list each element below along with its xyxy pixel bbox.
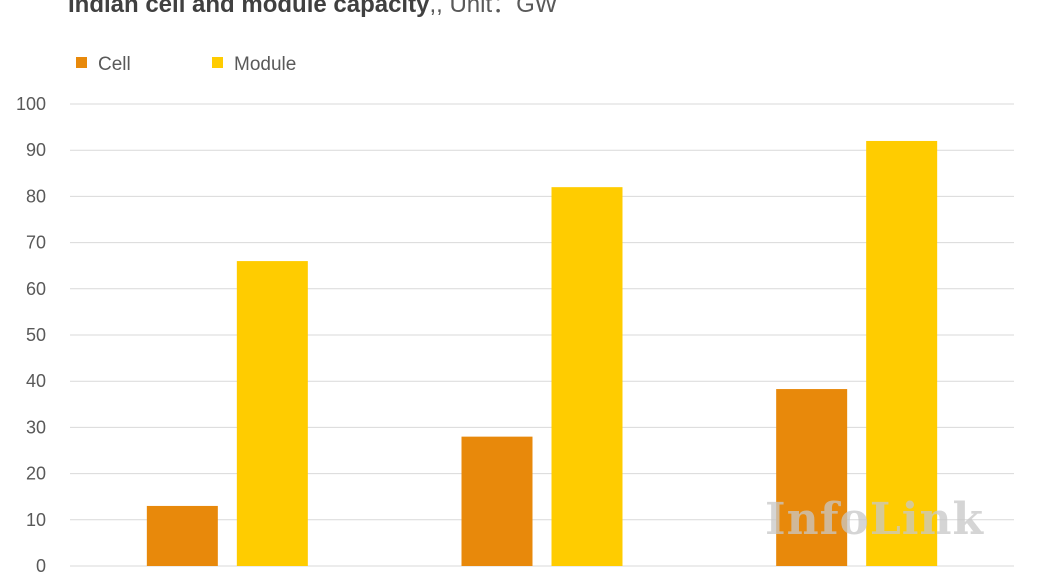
y-tick-label: 60 [26, 279, 46, 299]
bar-cell-2 [461, 436, 533, 566]
legend-label-cell: Cell [98, 54, 131, 75]
bar-module-3 [866, 140, 938, 566]
watermark-logo: InfoLink [765, 494, 984, 545]
chart-title-unit: ,, Unit：GW [429, 0, 558, 18]
bar-cell-1 [146, 505, 218, 566]
legend-swatch-cell [76, 57, 87, 68]
chart-title: Indian cell and module capacity,, Unit：G… [68, 0, 557, 20]
y-tick-label: 50 [26, 325, 46, 345]
y-tick-label: 90 [26, 140, 46, 160]
y-tick-label: 30 [26, 417, 46, 437]
legend-swatch-module [212, 57, 223, 68]
y-tick-label: 20 [26, 464, 46, 484]
bars [146, 140, 938, 566]
y-tick-label: 100 [16, 94, 46, 114]
y-tick-label: 80 [26, 186, 46, 206]
bar-cell-3 [776, 389, 848, 566]
bar-module-1 [236, 261, 308, 566]
y-tick-label: 40 [26, 371, 46, 391]
chart-title-main: Indian cell and module capacity [68, 0, 430, 18]
gridlines [70, 103, 1014, 567]
y-tick-label: 70 [26, 233, 46, 253]
y-tick-label: 0 [36, 556, 46, 576]
legend-label-module: Module [234, 54, 296, 75]
y-axis-ticks: 0 10 20 30 40 50 60 70 80 90 100 [16, 94, 46, 576]
bar-module-2 [551, 187, 623, 566]
legend: Cell Module [76, 54, 296, 75]
y-tick-label: 10 [26, 510, 46, 530]
